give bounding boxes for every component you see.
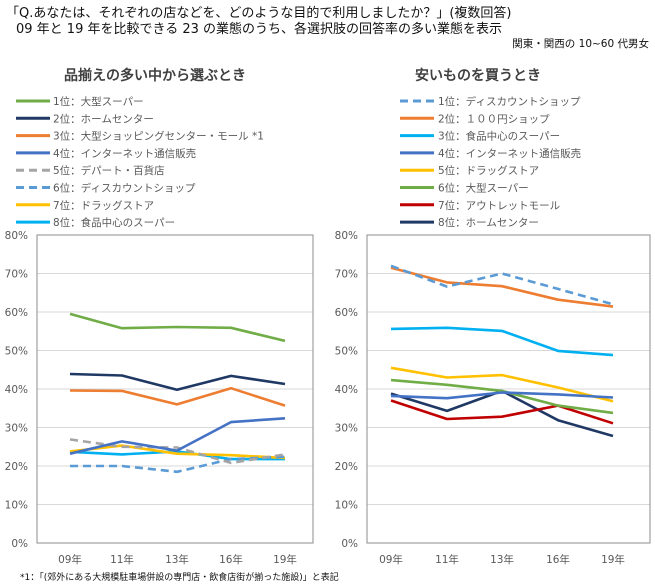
x-tick-label: 11年: [435, 553, 459, 566]
plot-area: [36, 234, 314, 544]
y-tick-label: 60%: [335, 307, 358, 319]
x-tick-label: 09年: [58, 553, 82, 566]
legend-label: 7位：アウトレットモール: [438, 199, 560, 212]
legend-label: 5位：デパート・百貨店: [53, 164, 165, 177]
y-tick-label: 80%: [335, 230, 358, 242]
x-tick-label: 13年: [490, 553, 514, 566]
legend-label: 5位：ドラッグストア: [438, 164, 539, 177]
y-tick-label: 20%: [5, 461, 28, 473]
x-tick-label: 16年: [219, 553, 243, 566]
series-line: [390, 399, 614, 425]
legend-label: 7位：ドラッグストア: [53, 199, 154, 212]
series-line: [390, 366, 614, 403]
x-tick-label: 19年: [273, 553, 297, 566]
y-tick-label: 30%: [335, 423, 358, 435]
plot-area: [366, 234, 651, 544]
y-tick-label: 0%: [11, 538, 28, 550]
series-line: [69, 438, 286, 465]
legend-label: 1位：ディスカウントショップ: [438, 95, 581, 108]
series-line: [69, 312, 286, 343]
legend-label: 1位：大型スーパー: [53, 95, 144, 108]
legend-label: 3位：大型ショッピングセンター・モール *1: [53, 130, 264, 143]
series-line: [390, 266, 614, 308]
x-tick-label: 09年: [379, 553, 403, 566]
y-tick-label: 70%: [335, 269, 358, 281]
y-tick-label: 40%: [5, 384, 28, 396]
y-tick-label: 10%: [5, 500, 28, 512]
series-line: [390, 264, 614, 306]
question-title: 「Q.あなたは、それぞれの店などを、どのような目的で利用しましたか？」(複数回答…: [6, 6, 512, 21]
legend-label: 6位：ディスカウントショップ: [53, 182, 196, 195]
x-tick-label: 11年: [110, 553, 134, 566]
legend-label: 4位：インターネット通信販売: [53, 147, 196, 160]
series-line: [69, 417, 286, 455]
series-line: [70, 455, 286, 474]
y-tick-label: 50%: [335, 346, 358, 358]
x-tick-label: 13年: [165, 553, 189, 566]
legend-label: 2位：１００円ショップ: [438, 112, 550, 125]
sample-note: 関東・関西の 10~60 代男女: [512, 38, 649, 50]
series-line: [390, 326, 614, 357]
x-tick-label: 19年: [601, 553, 625, 566]
legend-label: 6位：大型スーパー: [438, 182, 529, 195]
legend-label: 8位：食品中心のスーパー: [53, 216, 175, 229]
legend-label: 3位：食品中心のスーパー: [438, 130, 560, 143]
y-tick-label: 70%: [5, 269, 28, 281]
series-line: [390, 378, 614, 415]
series-line: [69, 444, 286, 460]
y-tick-label: 0%: [341, 538, 358, 550]
series-line: [69, 372, 286, 392]
y-tick-label: 80%: [5, 230, 28, 242]
y-tick-label: 10%: [335, 500, 358, 512]
legend-label: 2位：ホームセンター: [53, 112, 154, 125]
y-tick-label: 50%: [5, 346, 28, 358]
y-tick-label: 30%: [5, 423, 28, 435]
series-line: [69, 386, 286, 407]
footnote: *1：「(郊外にある大規模駐車場併設の専門店・飲食店街が揃った施設)」と表記: [20, 573, 339, 583]
legend-label: 4位：インターネット通信販売: [438, 147, 581, 160]
series-line: [390, 391, 614, 400]
subtitle: 09 年と 19 年を比較できる 23 の業態のうち、各選択肢の回答率の多い業態…: [16, 22, 503, 37]
y-tick-label: 20%: [335, 461, 358, 473]
chart-title: 品揃えの多い中から選ぶとき: [64, 67, 246, 84]
x-tick-label: 16年: [546, 553, 570, 566]
y-tick-label: 40%: [335, 384, 358, 396]
y-tick-label: 60%: [5, 307, 28, 319]
chart-title: 安いものを買うとき: [415, 67, 541, 84]
legend-label: 8位：ホームセンター: [438, 216, 539, 229]
